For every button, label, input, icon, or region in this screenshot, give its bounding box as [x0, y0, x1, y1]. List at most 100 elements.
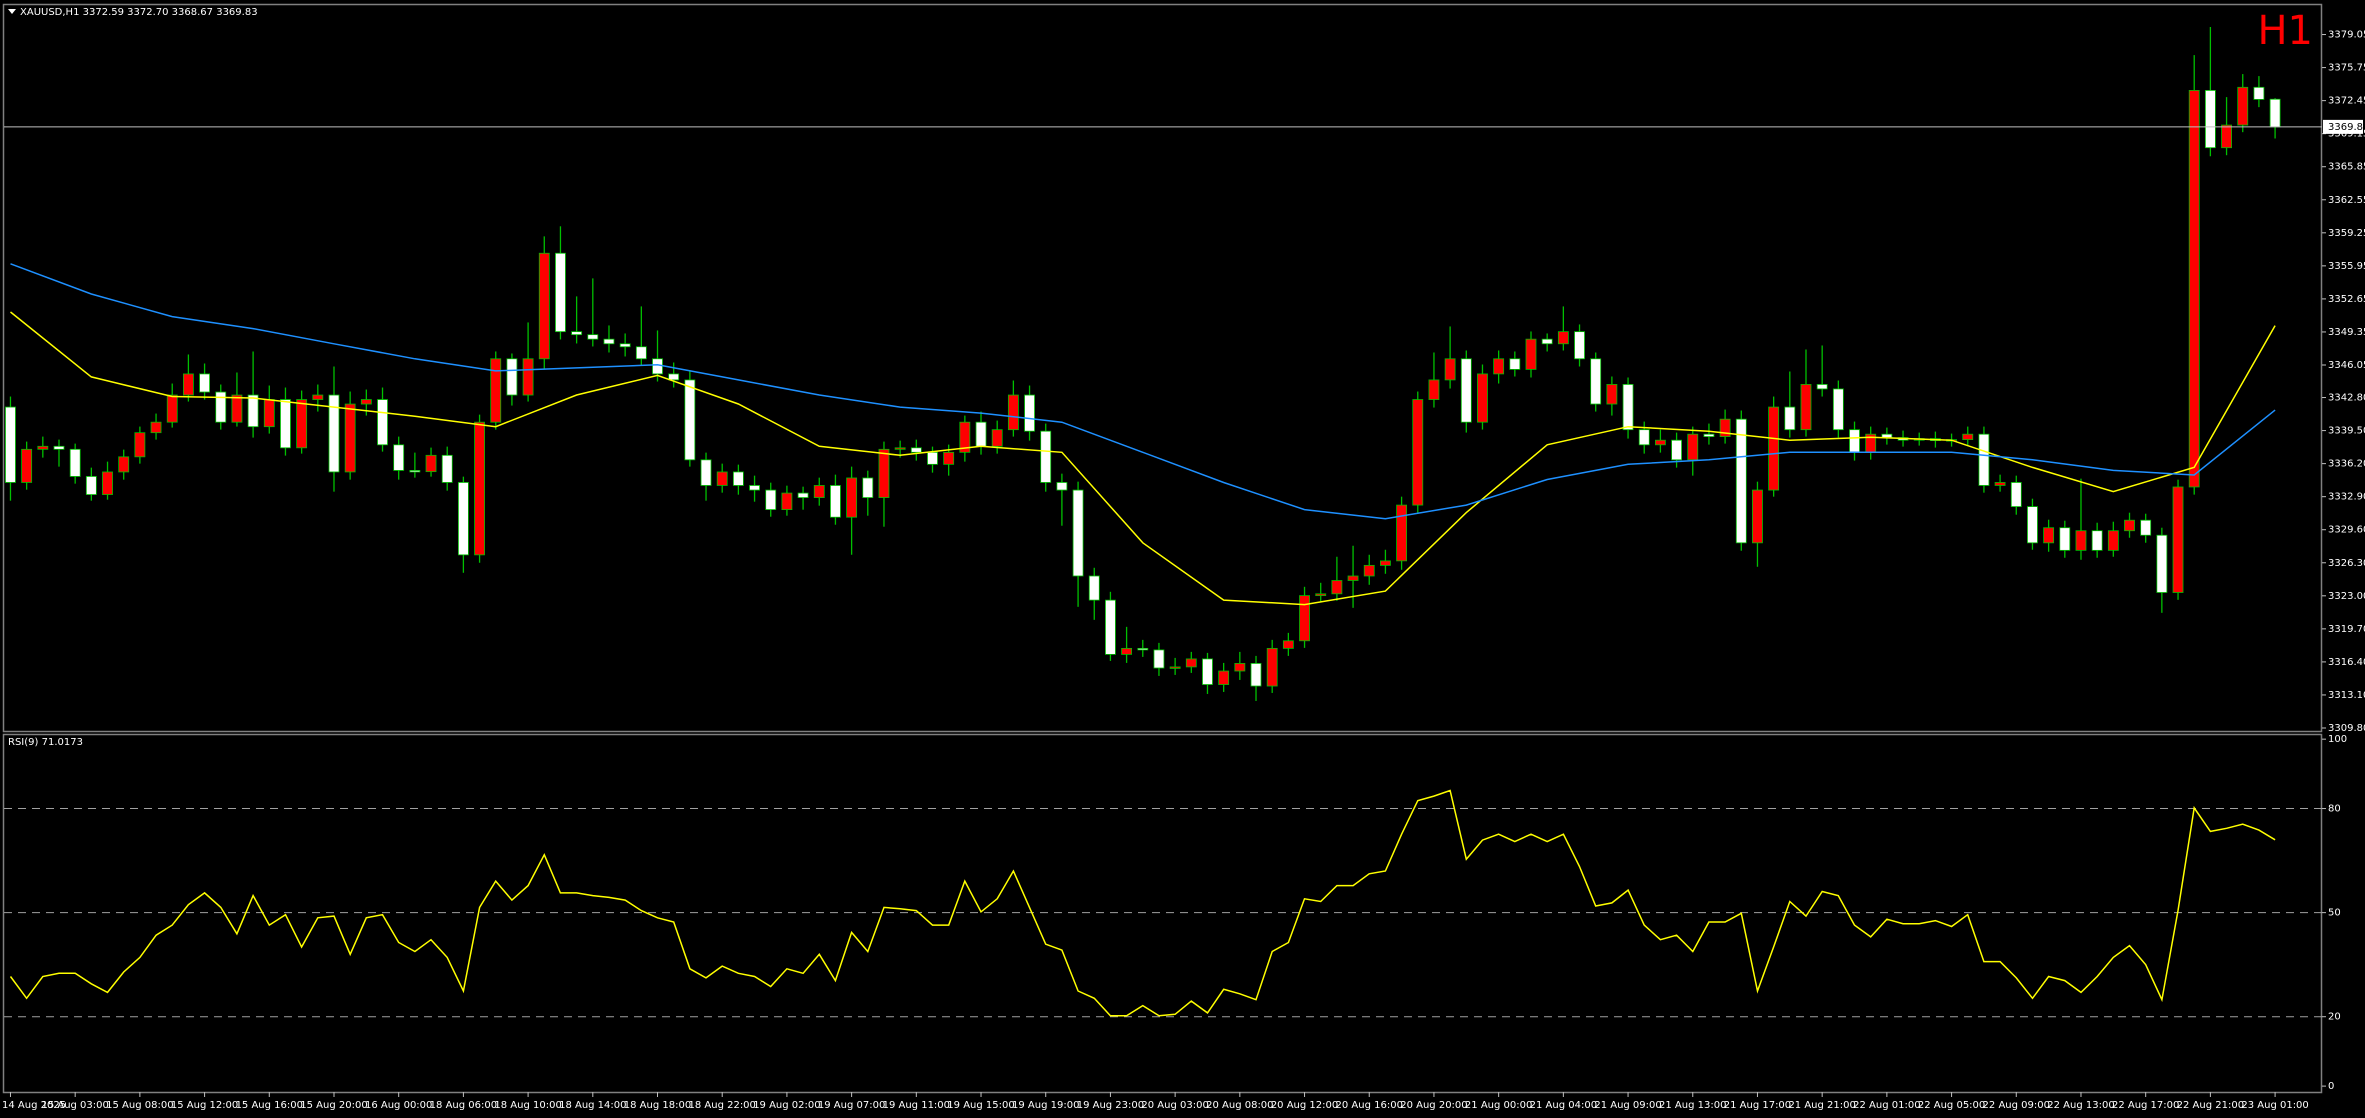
y-tick-label: 3342.80 — [2328, 393, 2365, 404]
candle-body — [1347, 575, 1359, 581]
candle-body — [5, 406, 16, 483]
y-tick-label: 3332.90 — [2328, 492, 2365, 503]
candle-body — [975, 421, 987, 447]
candle-body — [37, 445, 49, 450]
candle-body — [2091, 530, 2103, 551]
candle-body — [2172, 486, 2184, 593]
x-tick-label: 18 Aug 10:00 — [494, 1100, 561, 1111]
candle-body — [1719, 418, 1731, 437]
candle-body — [1380, 560, 1391, 566]
candle-body — [1024, 394, 1035, 432]
candle-body — [1072, 489, 1084, 577]
x-tick-label: 15 Aug 12:00 — [171, 1100, 238, 1111]
x-tick-label: 20 Aug 20:00 — [1400, 1100, 1467, 1111]
candle-body — [1784, 406, 1796, 431]
y-tick-label: 3339.50 — [2328, 426, 2365, 437]
candle-body — [1752, 489, 1763, 544]
x-tick-label: 18 Aug 06:00 — [430, 1100, 497, 1111]
y-tick-label: 3372.45 — [2328, 96, 2365, 107]
x-tick-label: 19 Aug 23:00 — [1077, 1100, 1144, 1111]
candle-body — [2043, 527, 2055, 544]
candle-body — [2059, 527, 2071, 551]
x-tick-label: 15 Aug 16:00 — [236, 1100, 303, 1111]
candle-body — [878, 448, 890, 498]
candle-body — [1477, 373, 1488, 423]
x-tick-label: 23 Aug 01:00 — [2241, 1100, 2308, 1111]
candle-body — [571, 331, 583, 336]
x-tick-label: 19 Aug 19:00 — [1012, 1100, 1079, 1111]
candle-body — [2269, 98, 2281, 128]
candle-body — [910, 447, 922, 453]
x-tick-label: 18 Aug 18:00 — [624, 1100, 691, 1111]
candle-body — [1218, 670, 1230, 685]
y-tick-label: 3369.15 — [2328, 129, 2365, 140]
chart-title: XAUUSD,H1 3372.59 3372.70 3368.67 3369.8… — [20, 7, 258, 18]
candle-body — [2010, 482, 2022, 507]
x-tick-label: 21 Aug 21:00 — [1788, 1100, 1855, 1111]
rsi-line — [9, 789, 2276, 1017]
candle-body — [1412, 399, 1424, 506]
candle-body — [134, 432, 146, 458]
candle-body — [150, 421, 162, 434]
candle-body — [1638, 429, 1650, 446]
moving-average — [10, 263, 2276, 520]
candle-body — [328, 394, 340, 473]
x-tick-label: 22 Aug 09:00 — [1983, 1100, 2050, 1111]
candle-body — [53, 445, 65, 450]
y-tick-label: 3362.55 — [2328, 195, 2365, 206]
candle-body — [765, 489, 777, 510]
candle-body — [1185, 658, 1197, 668]
y-tick-label: 3309.80 — [2328, 723, 2365, 734]
candle-body — [1250, 663, 1262, 687]
candle-body — [522, 358, 534, 396]
candle-body — [1978, 433, 1990, 486]
candle-body — [959, 421, 971, 453]
candle-body — [182, 373, 194, 396]
candle-body — [1460, 358, 1472, 423]
candle-body — [1654, 439, 1666, 446]
x-tick-label: 22 Aug 05:00 — [1918, 1100, 1985, 1111]
y-tick-label: 20 — [2328, 1012, 2341, 1023]
candle-body — [538, 252, 550, 360]
x-tick-label: 21 Aug 00:00 — [1465, 1100, 1532, 1111]
candle-body — [1994, 482, 2006, 486]
candle-body — [732, 471, 744, 486]
candle-body — [69, 448, 81, 477]
x-tick-label: 20 Aug 12:00 — [1271, 1100, 1338, 1111]
candle-body — [377, 399, 388, 446]
y-tick-label: 3316.40 — [2328, 657, 2365, 668]
candle-body — [263, 399, 275, 428]
x-tick-label: 22 Aug 17:00 — [2112, 1100, 2179, 1111]
y-tick-label: 3336.20 — [2328, 459, 2365, 470]
candle-body — [409, 470, 421, 473]
candle-body — [506, 358, 518, 396]
candle-body — [344, 403, 356, 473]
candle-body — [1509, 358, 1521, 370]
y-tick-label: 3365.85 — [2328, 162, 2365, 173]
candle-body — [215, 391, 227, 423]
moving-average — [10, 311, 2276, 606]
timeframe-label: H1 — [2257, 8, 2313, 54]
candle-body — [231, 394, 243, 423]
candle-body — [797, 492, 809, 498]
candle-body — [1606, 384, 1618, 405]
dropdown-icon — [8, 9, 16, 14]
candle-body — [441, 454, 453, 483]
y-tick-label: 3329.60 — [2328, 525, 2365, 536]
y-tick-label: 3375.75 — [2328, 63, 2365, 74]
candle-body — [457, 482, 469, 556]
candle-body — [102, 471, 113, 495]
candle-body — [2204, 90, 2216, 149]
candle-body — [813, 485, 825, 498]
x-tick-label: 15 Aug 20:00 — [300, 1100, 367, 1111]
x-tick-label: 19 Aug 11:00 — [883, 1100, 950, 1111]
candle-body — [2253, 86, 2265, 100]
candle-body — [1541, 338, 1553, 345]
x-tick-label: 21 Aug 17:00 — [1724, 1100, 1791, 1111]
candle-body — [393, 444, 405, 471]
x-tick-label: 22 Aug 13:00 — [2047, 1100, 2114, 1111]
y-tick-label: 3319.70 — [2328, 624, 2365, 635]
y-tick-label: 100 — [2328, 734, 2347, 745]
